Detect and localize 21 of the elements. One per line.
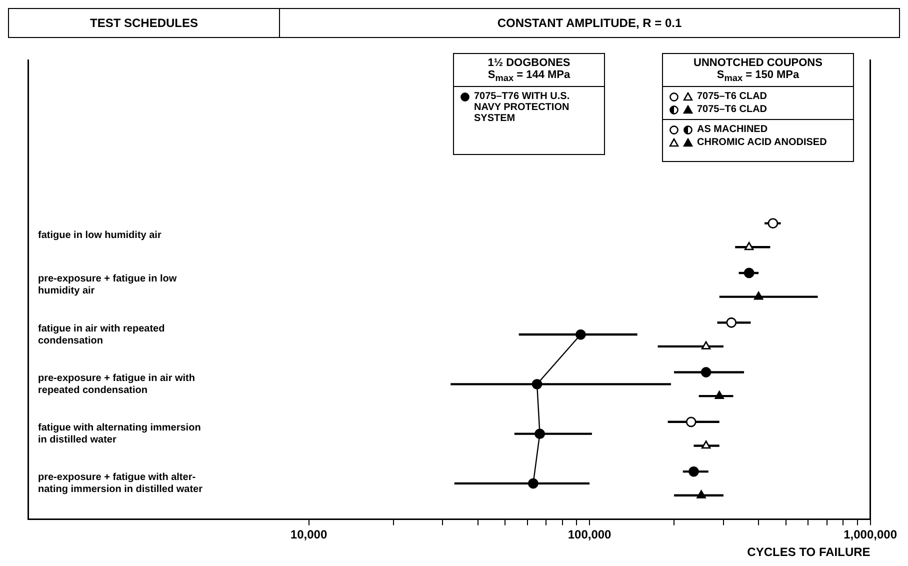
text: CHROMIC ACID ANODISED (697, 137, 827, 148)
text: 1½ DOGBONES (486, 56, 572, 69)
y-tick-label: pre-exposure + fatigue in air with repeated condensation (38, 372, 195, 396)
text: 7075–T6 CLAD (697, 104, 768, 116)
text: S$_{max}$ = 150 MPa (716, 69, 800, 86)
text: TEST SCHEDULES (9, 9, 280, 37)
x-tick-label: 10,000 (290, 528, 328, 542)
y-tick-label: fatigue in low humidity air (38, 230, 162, 241)
y-tick-label: fatigue with alternating immersion in distilled water (38, 422, 201, 446)
y-tick-label: pre-exposure + fatigue with alter- nating immersion in distilled water (38, 472, 203, 496)
y-tick-label: pre-exposure + fatigue in low humidity air (38, 274, 177, 297)
text: S$_{max}$ = 144 MPa (486, 69, 572, 86)
x-tick-label: 1,000,000 (844, 528, 898, 542)
x-axis-title: CYCLES TO FAILURE (747, 545, 870, 560)
chart-title: CONSTANT AMPLITUDE, R = 0.1 (496, 15, 683, 32)
y-tick-label: fatigue in air with repeated condensation (38, 323, 165, 346)
x-tick-label: 100,000 (568, 528, 612, 542)
text: UNNOTCHED COUPONS (692, 56, 824, 69)
text: AS MACHINED (697, 124, 768, 136)
text: 7075–T6 CLAD (697, 91, 768, 102)
text: 7075–T76 WITH U.S. NAVY PROTECTION SYSTEM (474, 91, 571, 124)
